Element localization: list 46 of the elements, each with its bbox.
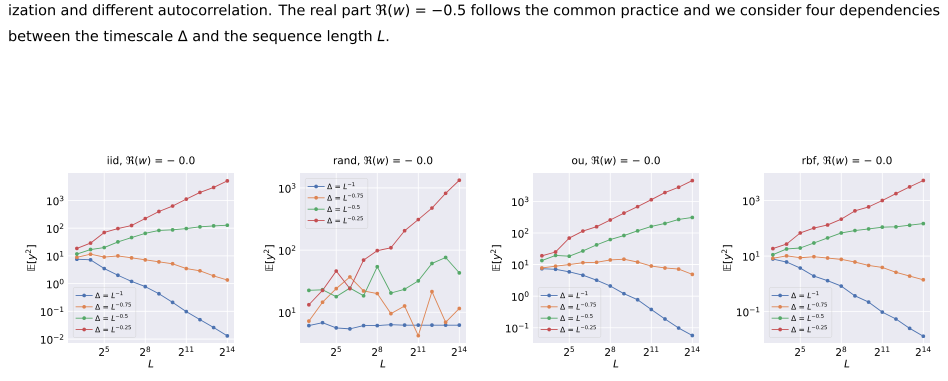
text: ization and different autocorrelation. The real part ℜ(w) = −0.5 follows the common practice and we consider four dependencies between the timescale Δ and the sequence length L.	[9, 4, 940, 44]
chart-title: ou, ℜ(w) = − 0.0	[572, 156, 660, 166]
x-tick-label: 2$^{11}$	[874, 346, 890, 356]
y-tick-label: 10$^{1}$	[47, 251, 64, 261]
chart-title: rand, ℜ(w) = − 0.0	[334, 156, 432, 166]
x-tick-label: 2$^{5}$	[331, 346, 341, 356]
y-tick-label: 10$^{3}$	[743, 196, 760, 206]
y-tick-label: 10$^{3}$	[279, 183, 296, 193]
x-tick-label: 2$^{8}$	[836, 346, 846, 356]
x-axis-title: L	[148, 360, 154, 368]
chart-title: rbf, ℜ(w) = − 0.0	[802, 156, 892, 166]
x-axis-title: L	[613, 360, 618, 368]
x-tick-label: 2$^{5}$	[795, 346, 806, 356]
x-tick-label: 2$^{8}$	[140, 346, 150, 356]
x-tick-label: 2$^{14}$	[452, 346, 467, 356]
x-tick-label: 2$^{5}$	[99, 346, 109, 356]
chart-title: iid, ℜ(w) = − 0.0	[108, 156, 195, 166]
x-tick-label: 2$^{11}$	[644, 346, 658, 356]
x-axis-title: L	[844, 360, 850, 368]
x-axis-title: L	[380, 360, 386, 368]
x-tick-label: 2$^{11}$	[410, 346, 426, 356]
y-tick-label: 10$^{2}$	[279, 245, 296, 255]
y-axis-title: 𝔼[y$^{2}$]	[25, 245, 38, 271]
y-tick-label: 10$^{1}$	[743, 251, 760, 261]
y-tick-label: 10$^{−2}$	[41, 334, 64, 344]
y-tick-label: 10$^{2}$	[512, 228, 528, 238]
y-axis-title: 𝔼[y$^{2}$]	[490, 245, 502, 271]
x-tick-label: 2$^{14}$	[220, 346, 235, 356]
y-tick-label: 10$^{2}$	[47, 223, 64, 233]
x-tick-label: 2$^{14}$	[684, 346, 700, 356]
x-tick-label: 2$^{5}$	[564, 346, 574, 356]
x-tick-label: 2$^{8}$	[372, 346, 382, 356]
y-tick-label: 10$^{0}$	[47, 278, 64, 288]
y-tick-label: 10$^{1}$	[512, 260, 528, 270]
y-tick-label: 10$^{−1}$	[506, 323, 528, 332]
x-tick-label: 2$^{14}$	[916, 346, 931, 356]
x-tick-label: 2$^{8}$	[605, 346, 616, 356]
y-tick-label: 10$^{3}$	[512, 196, 528, 206]
y-tick-label: 10$^{−1}$	[41, 306, 64, 316]
y-tick-label: 10$^{0}$	[512, 291, 528, 301]
y-axis-title: 𝔼[y$^{2}$]	[721, 245, 734, 271]
y-tick-label: 10$^{1}$	[279, 308, 296, 317]
x-tick-label: 2$^{11}$	[178, 346, 194, 356]
y-tick-label: 10$^{3}$	[47, 196, 64, 206]
y-axis-title: 𝔼[y$^{2}$]	[264, 245, 276, 271]
y-tick-label: 10$^{−1}$	[737, 306, 760, 316]
